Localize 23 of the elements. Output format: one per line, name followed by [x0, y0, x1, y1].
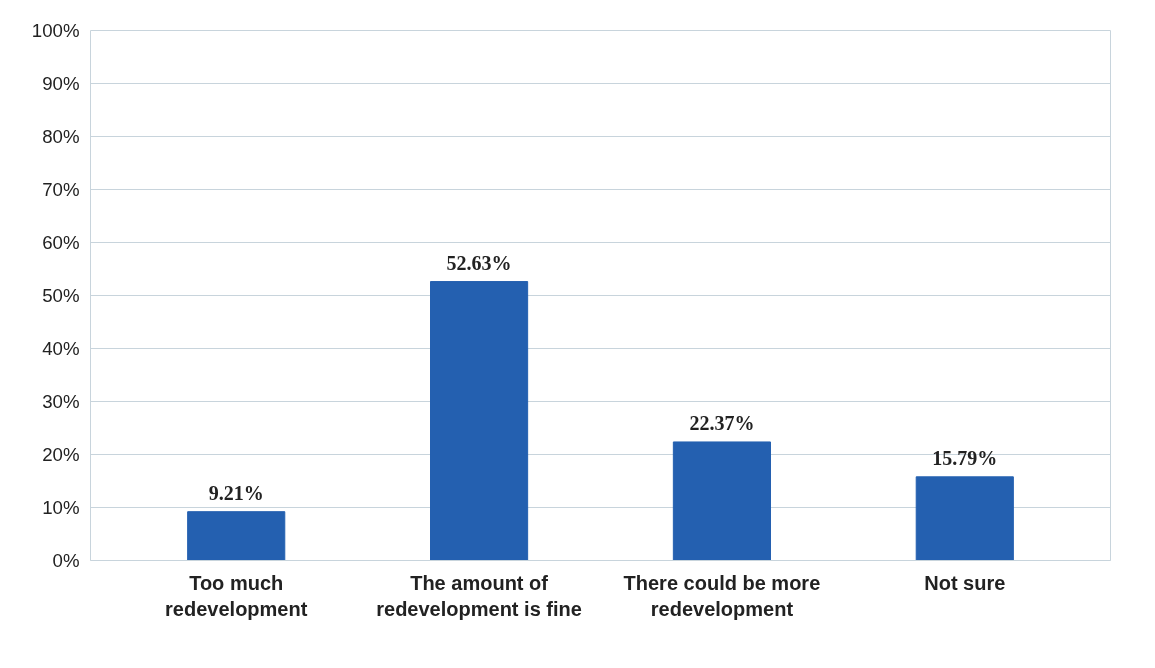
x-tick-label: The amount of redevelopment is fine [376, 571, 582, 620]
bar [187, 511, 286, 561]
bar [430, 281, 529, 561]
y-tick-label: 90% [42, 73, 80, 94]
y-tick-label: 40% [42, 338, 80, 359]
x-tick-label: Too much redevelopment [165, 571, 308, 620]
y-tick-label: 0% [52, 550, 80, 571]
data-label: 9.21% [208, 481, 264, 504]
y-tick-label: 50% [42, 285, 80, 306]
y-tick-label: 30% [42, 391, 80, 412]
data-label: 52.63% [446, 251, 512, 274]
x-tick-label: There could be more redevelopment [623, 571, 821, 620]
y-tick-label: 60% [42, 232, 80, 253]
data-label: 15.79% [932, 446, 998, 469]
bar [672, 441, 771, 561]
x-tick-label: Not sure [924, 571, 1006, 594]
y-tick-label: 10% [42, 497, 80, 518]
data-label: 22.37% [689, 411, 755, 434]
y-tick-label: 20% [42, 444, 80, 465]
y-tick-label: 100% [31, 20, 80, 41]
y-tick-label: 80% [42, 126, 80, 147]
y-tick-label: 70% [42, 179, 80, 200]
bar [915, 476, 1014, 561]
